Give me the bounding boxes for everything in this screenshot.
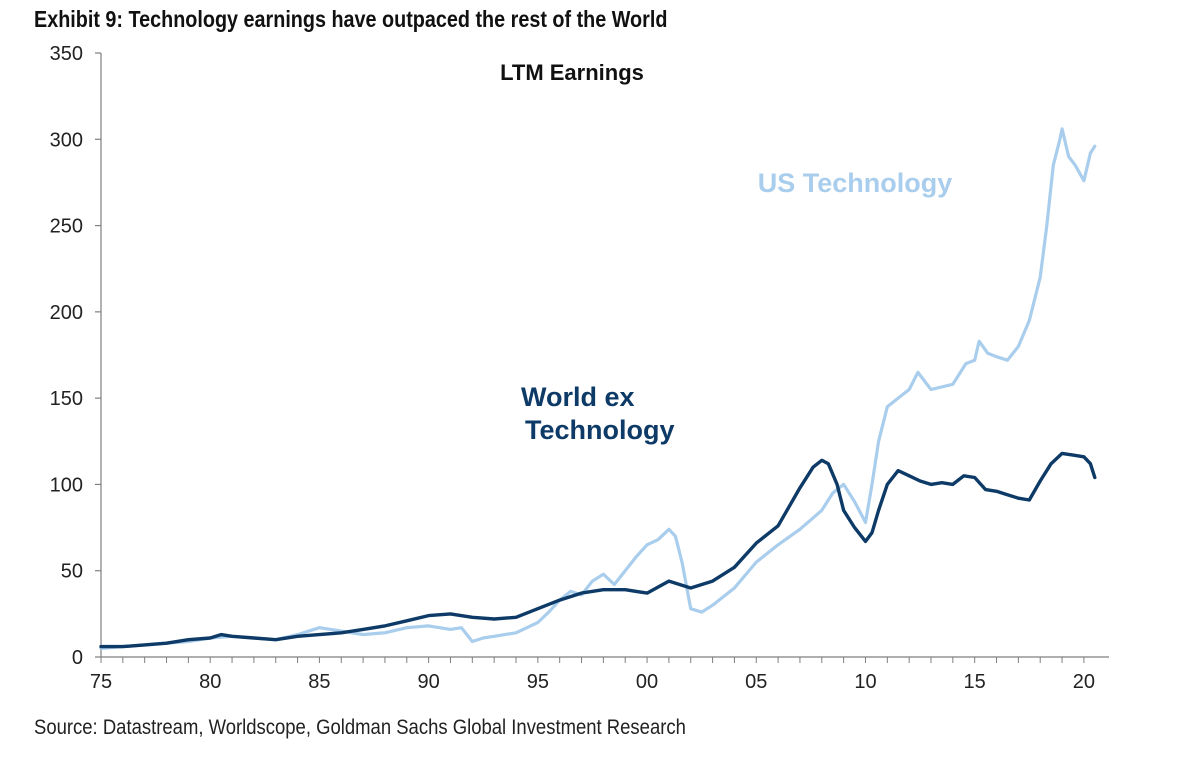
y-tick-label: 300 [50,129,83,151]
x-tick-label: 00 [636,671,658,693]
chart-title: LTM Earnings [500,60,644,85]
x-tick-label: 80 [199,671,221,693]
source-note: Source: Datastream, Worldscope, Goldman … [34,716,686,739]
series-label: US Technology [758,168,953,198]
y-tick-label: 250 [50,216,83,238]
exhibit-title: Exhibit 9: Technology earnings have outp… [34,6,668,32]
x-tick-label: 05 [745,671,767,693]
y-tick-label: 0 [72,647,83,669]
y-tick-label: 200 [50,302,83,324]
series-line-us-technology [99,127,1097,651]
series-label: Technology [525,415,675,445]
series-label: World ex [521,382,635,412]
x-tick-label: 15 [964,671,986,693]
x-tick-label: 85 [308,671,330,693]
x-tick-label: 95 [527,671,549,693]
y-tick-label: 350 [50,43,83,65]
series-line-world-ex-technology [99,451,1097,649]
x-tick-label: 20 [1073,671,1095,693]
y-tick-label: 50 [61,561,83,583]
x-tick-label: 90 [418,671,440,693]
x-tick-label: 75 [90,671,112,693]
x-tick-label: 10 [854,671,876,693]
y-tick-label: 150 [50,388,83,410]
y-tick-label: 100 [50,474,83,496]
